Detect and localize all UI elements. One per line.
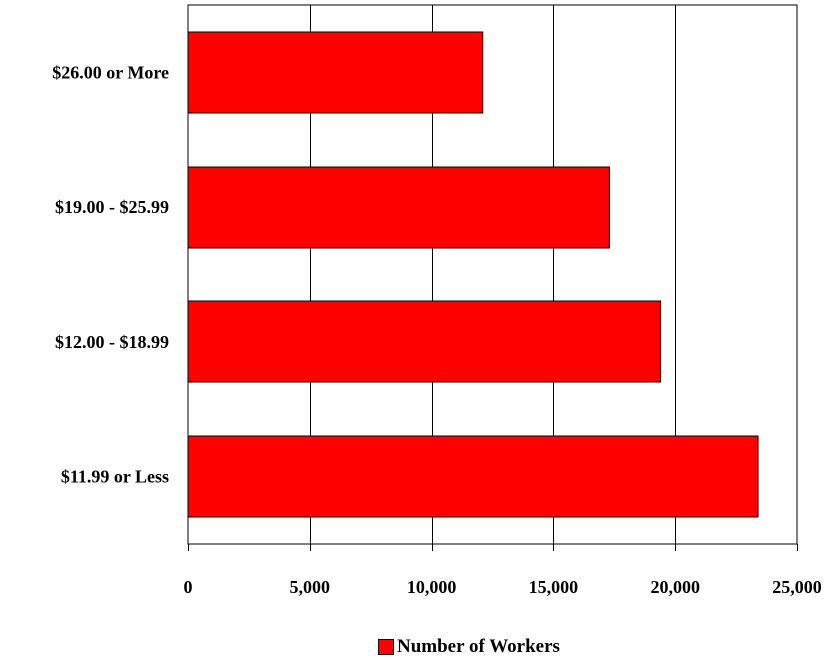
bar <box>187 300 662 383</box>
legend-swatch <box>378 639 394 655</box>
x-tick-label: 5,000 <box>290 577 331 597</box>
bar <box>187 31 484 114</box>
x-tick-label: 0 <box>184 577 193 597</box>
plot-frame <box>187 4 798 545</box>
x-axis-ticks <box>188 544 798 551</box>
bars <box>187 31 759 518</box>
x-tick-label: 10,000 <box>407 577 457 597</box>
category-label: $26.00 or More <box>52 62 169 82</box>
legend-label: Number of Workers <box>397 636 560 657</box>
legend: Number of Workers <box>378 636 560 658</box>
bar <box>187 166 610 249</box>
x-tick-label: 20,000 <box>650 577 700 597</box>
category-labels: $26.00 or More $19.00 - $25.99 $12.00 - $1… <box>52 62 169 486</box>
x-tick-label: 15,000 <box>529 577 579 597</box>
category-label: $11.99 or Less <box>61 467 169 487</box>
category-label: $19.00 - $25.99 <box>55 197 169 217</box>
x-tick-label: 25,000 <box>772 577 822 597</box>
x-tick-labels: 0 5,000 10,000 15,000 20,000 25,000 <box>184 577 822 597</box>
category-label: $12.00 - $18.99 <box>55 332 169 352</box>
bar <box>187 435 759 518</box>
